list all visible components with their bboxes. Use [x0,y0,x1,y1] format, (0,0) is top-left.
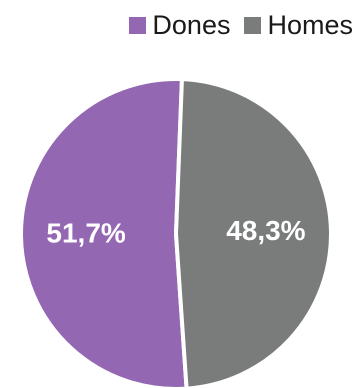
pie-slice-homes [174,77,333,388]
pie-label-homes: 48,3% [226,215,305,246]
pie-labels: 51,7% 48,3% [46,215,305,249]
legend-item-dones: Dones [129,10,230,41]
legend-label-homes: Homes [267,10,353,40]
legend-swatch-dones [129,17,147,34]
legend-item-homes: Homes [244,10,353,41]
pie-slices [19,77,333,388]
pie-slice-dones [19,77,189,388]
legend-swatch-homes [244,17,262,34]
chart-legend: Dones Homes [129,10,353,41]
legend-label-dones: Dones [152,10,231,40]
pie-label-dones: 51,7% [46,218,125,249]
